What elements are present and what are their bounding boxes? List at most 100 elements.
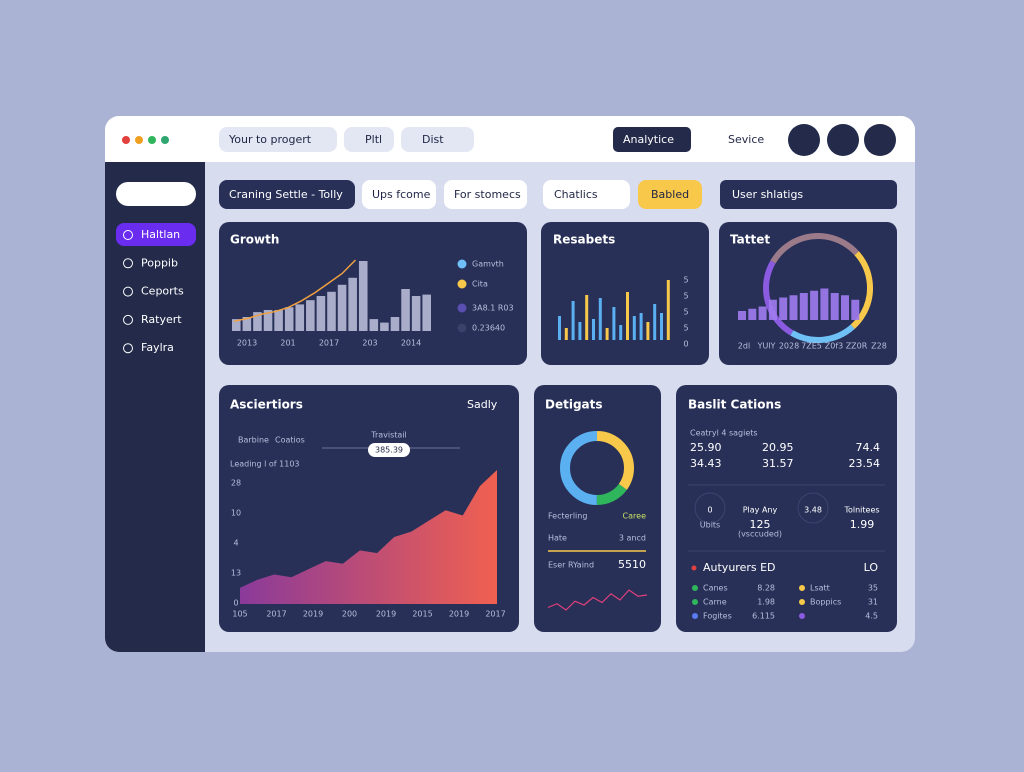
- menu-button[interactable]: [613, 127, 691, 152]
- label: 2019: [303, 610, 323, 619]
- label: 31: [868, 598, 878, 607]
- bar: [295, 304, 305, 331]
- label: 2017: [485, 610, 505, 619]
- bar: [605, 328, 609, 340]
- filter[interactable]: [444, 180, 527, 209]
- donut-segment: [763, 233, 874, 343]
- filter-label: Chatlics: [554, 188, 598, 201]
- label: Fogites: [703, 612, 732, 621]
- nav-item[interactable]: Ratyert: [141, 313, 182, 326]
- card: [534, 385, 661, 632]
- label: LO: [864, 561, 879, 574]
- bar: [612, 307, 616, 340]
- bar: [284, 307, 294, 331]
- label: 2017: [266, 610, 286, 619]
- card-menu[interactable]: Sadly: [467, 398, 498, 411]
- bar: [592, 319, 595, 340]
- legend-dot: [457, 323, 467, 333]
- nav-item[interactable]: Haltlan: [141, 228, 180, 241]
- bullet: [692, 613, 698, 619]
- label: (vsccuded): [738, 530, 782, 539]
- bar: [758, 306, 767, 320]
- icon-button[interactable]: [827, 124, 859, 156]
- bar: [789, 295, 798, 320]
- label: 2017: [319, 339, 339, 348]
- label: 1.98: [757, 598, 775, 607]
- icon-button[interactable]: [864, 124, 896, 156]
- bullet: [692, 585, 698, 591]
- label: Cita: [472, 280, 488, 289]
- label: 2028: [779, 342, 799, 351]
- label: 3.48: [804, 506, 822, 515]
- bar: [306, 300, 315, 331]
- label: Z28: [871, 342, 887, 351]
- bar: [316, 296, 326, 331]
- card: [676, 385, 897, 632]
- label: 5: [683, 292, 688, 301]
- service-label[interactable]: Sevice: [728, 133, 764, 146]
- label: 28: [231, 479, 241, 488]
- label: 2015: [412, 610, 432, 619]
- tab-pill[interactable]: [219, 127, 337, 152]
- label: 7ZE5: [801, 342, 822, 351]
- label: 0: [233, 599, 238, 608]
- filter[interactable]: [638, 180, 702, 209]
- nav-icon: [123, 258, 133, 269]
- filter[interactable]: [362, 180, 436, 209]
- label: 23.54: [849, 457, 881, 470]
- bar: [571, 301, 575, 340]
- bar: [263, 310, 273, 331]
- card-title: Resabets: [553, 233, 615, 247]
- nav-item[interactable]: Poppib: [141, 256, 178, 269]
- filter[interactable]: [219, 180, 355, 209]
- filter-label: User shlatigs: [732, 188, 803, 201]
- label: 10: [231, 509, 241, 518]
- label: ZZ0R: [846, 342, 868, 351]
- nav-icon: [123, 343, 133, 354]
- chip-label: Pltl: [365, 133, 382, 146]
- bar: [422, 294, 431, 331]
- label: Ceatryl 4 sagiets: [690, 429, 758, 438]
- label: Fecterling: [548, 512, 587, 521]
- dot: [161, 136, 169, 144]
- bar: [411, 296, 421, 331]
- legend-dot: [457, 259, 467, 269]
- label: 3A8.1 R03: [472, 304, 514, 313]
- bar: [327, 291, 336, 331]
- label: Leading l of 1103: [230, 460, 300, 469]
- bullet: [799, 613, 805, 619]
- nav-item[interactable]: Faylra: [141, 341, 174, 354]
- card-title: Baslit Cations: [688, 398, 781, 412]
- bar: [799, 293, 808, 320]
- filter[interactable]: [543, 180, 630, 209]
- dot: [148, 136, 156, 144]
- card-title: Tattet: [730, 233, 770, 247]
- bar: [841, 295, 849, 320]
- sparkline: [547, 589, 648, 611]
- chip[interactable]: [401, 127, 474, 152]
- nav-item[interactable]: Ceports: [141, 285, 184, 298]
- label: 200: [342, 610, 357, 619]
- search-box[interactable]: [116, 182, 196, 206]
- tooltip: [368, 443, 410, 457]
- stat-ring: [797, 492, 829, 524]
- label: 105: [232, 610, 247, 619]
- bar: [738, 311, 746, 320]
- label: 2014: [401, 339, 421, 348]
- filter[interactable]: [720, 180, 897, 209]
- label: 13: [231, 569, 241, 578]
- label: Hate: [548, 534, 567, 543]
- label: 0: [683, 340, 688, 349]
- chip[interactable]: [344, 127, 394, 152]
- trend-line: [233, 259, 357, 322]
- label: Caree: [623, 512, 647, 521]
- label: Autyurers ED: [703, 561, 776, 574]
- nav-icon: [123, 314, 133, 325]
- tab-label: Your to progert: [228, 133, 312, 146]
- card-title: Asciertiors: [230, 398, 303, 412]
- bar: [558, 316, 561, 340]
- label: 2019: [449, 610, 469, 619]
- search-button[interactable]: [788, 124, 820, 156]
- label: Canes: [703, 584, 728, 593]
- label: 0.23640: [472, 324, 505, 333]
